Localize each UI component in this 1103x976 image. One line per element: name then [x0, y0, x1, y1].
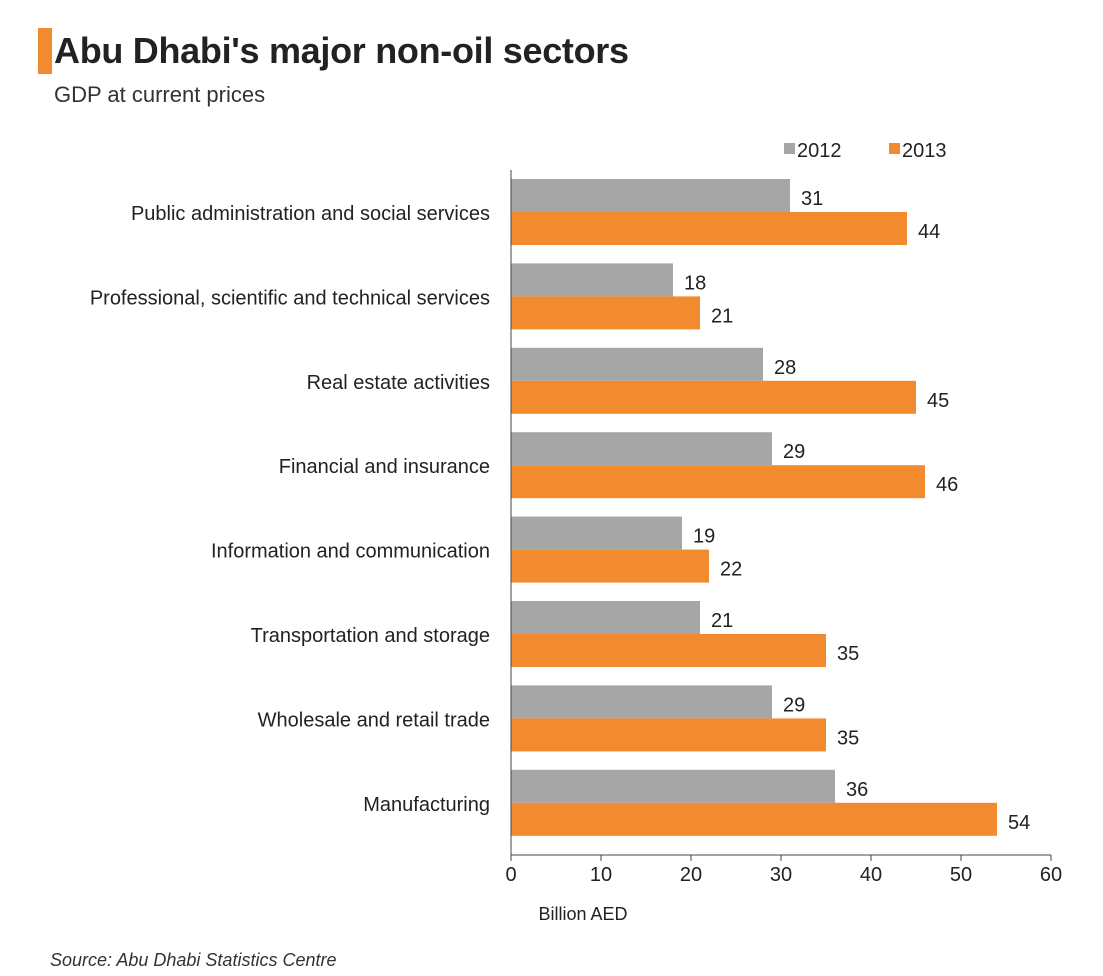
bar-2013 — [511, 296, 700, 330]
bar-2013 — [511, 212, 907, 245]
category-label: Professional, scientific and technical s… — [90, 287, 490, 309]
legend-swatch-2012 — [784, 143, 795, 154]
data-label: 29 — [783, 694, 805, 716]
bar-2012 — [511, 685, 772, 719]
data-label: 21 — [711, 305, 733, 327]
x-tick-label: 40 — [860, 864, 882, 886]
source-note: Source: Abu Dhabi Statistics Centre — [50, 950, 337, 970]
bar-2012 — [511, 179, 790, 212]
category-label: Information and communication — [211, 541, 490, 563]
x-tick-label: 30 — [770, 864, 792, 886]
category-label: Wholesale and retail trade — [258, 709, 490, 731]
bar-2013 — [511, 718, 826, 752]
x-tick-label: 50 — [950, 864, 972, 886]
data-label: 28 — [774, 357, 796, 379]
category-label: Transportation and storage — [251, 625, 490, 647]
x-axis-title: Billion AED — [538, 904, 627, 924]
data-label: 44 — [918, 221, 940, 243]
x-tick-label: 20 — [680, 864, 702, 886]
category-label: Public administration and social service… — [131, 203, 490, 225]
chart-subtitle: GDP at current prices — [54, 82, 266, 107]
data-label: 19 — [693, 526, 715, 548]
data-label: 31 — [801, 188, 823, 210]
data-label: 35 — [837, 643, 859, 665]
category-label: Real estate activities — [307, 372, 490, 394]
category-label: Financial and insurance — [279, 456, 490, 478]
bar-2013 — [511, 802, 997, 836]
bar-2012 — [511, 601, 700, 634]
legend-swatch-2013 — [889, 143, 900, 154]
data-label: 46 — [936, 474, 958, 496]
chart-title: Abu Dhabi's major non-oil sectors — [54, 30, 629, 71]
category-label: Manufacturing — [363, 794, 490, 816]
bar-2012 — [511, 769, 835, 803]
data-label: 45 — [927, 390, 949, 412]
data-label: 18 — [684, 272, 706, 294]
bar-chart: 2012 2013 3144182128452946192221352935365… — [90, 140, 1062, 924]
bar-2013 — [511, 380, 916, 414]
bar-2012 — [511, 263, 673, 297]
x-tick-label: 10 — [590, 864, 612, 886]
title-accent-bar — [38, 28, 52, 74]
data-label: 54 — [1008, 812, 1030, 834]
bar-2013 — [511, 549, 709, 583]
bar-2013 — [511, 465, 925, 499]
bar-2012 — [511, 516, 682, 550]
data-label: 36 — [846, 779, 868, 801]
bar-2012 — [511, 432, 772, 466]
legend-label: 2013 — [902, 140, 947, 162]
x-tick-label: 60 — [1040, 864, 1062, 886]
bar-2012 — [511, 347, 763, 381]
x-tick-label: 0 — [505, 864, 516, 886]
x-axis: 0 10 20 30 40 50 60 Billion AED — [505, 170, 1062, 924]
legend: 2012 2013 — [784, 140, 947, 162]
category-labels: Public administration and social service… — [90, 203, 490, 816]
data-label: 35 — [837, 727, 859, 749]
data-label: 29 — [783, 441, 805, 463]
legend-label: 2012 — [797, 140, 842, 162]
data-label: 21 — [711, 610, 733, 632]
data-label: 22 — [720, 559, 742, 581]
bar-2013 — [511, 634, 826, 667]
